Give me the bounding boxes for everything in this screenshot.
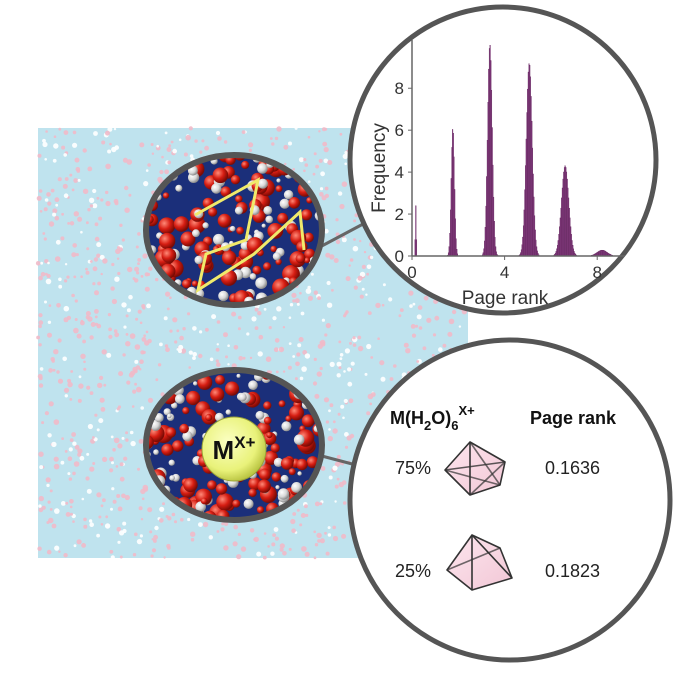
formula-header: M(H2O)6X+ <box>390 403 475 433</box>
ion-base: M <box>213 435 235 465</box>
square-pyramid-icon <box>446 534 513 591</box>
histogram-bar <box>416 239 418 257</box>
y-axis-title: Frequency <box>369 123 390 213</box>
page-rank-header: Page rank <box>530 408 617 428</box>
x-tick-label: 4 <box>500 263 509 282</box>
y-tick-label: 6 <box>395 121 404 140</box>
row-1-rank: 0.1636 <box>545 458 600 478</box>
metal-ion-label: MX+ <box>213 433 256 465</box>
geometry-circle <box>347 337 673 663</box>
y-tick-label: 0 <box>395 247 404 266</box>
row-2-rank: 0.1823 <box>545 561 600 581</box>
hydration-geometry-panel: M(H2O)6X+ Page rank 75% 0.1636 25% <box>347 337 673 663</box>
x-tick-label: 8 <box>592 263 601 282</box>
x-ticks: 0 4 8 <box>407 256 602 282</box>
x-axis-title: Page rank <box>462 288 549 309</box>
page-rank-path <box>194 177 306 294</box>
histogram-circle <box>347 4 659 316</box>
y-ticks: 0 2 4 6 8 <box>395 79 412 266</box>
ion-charge: X+ <box>234 433 255 452</box>
x-tick-label: 0 <box>407 263 416 282</box>
page-rank-histogram: 0 2 4 6 8 0 4 8 Frequency Page rank <box>369 40 625 309</box>
octahedron-icon <box>444 441 506 496</box>
lens-ring-bottom <box>143 367 325 523</box>
y-tick-label: 2 <box>395 205 404 224</box>
geometry-row-1: 75% 0.1636 <box>395 441 600 496</box>
y-tick-label: 8 <box>395 79 404 98</box>
geometry-row-2: 25% 0.1823 <box>395 534 600 591</box>
y-tick-label: 4 <box>395 163 404 182</box>
histogram-panel: 0 2 4 6 8 0 4 8 Frequency Page rank <box>347 4 659 316</box>
metal-ion <box>201 416 267 482</box>
lens-ring-top <box>143 152 325 308</box>
row-1-percent: 75% <box>395 458 431 478</box>
row-2-percent: 25% <box>395 561 431 581</box>
